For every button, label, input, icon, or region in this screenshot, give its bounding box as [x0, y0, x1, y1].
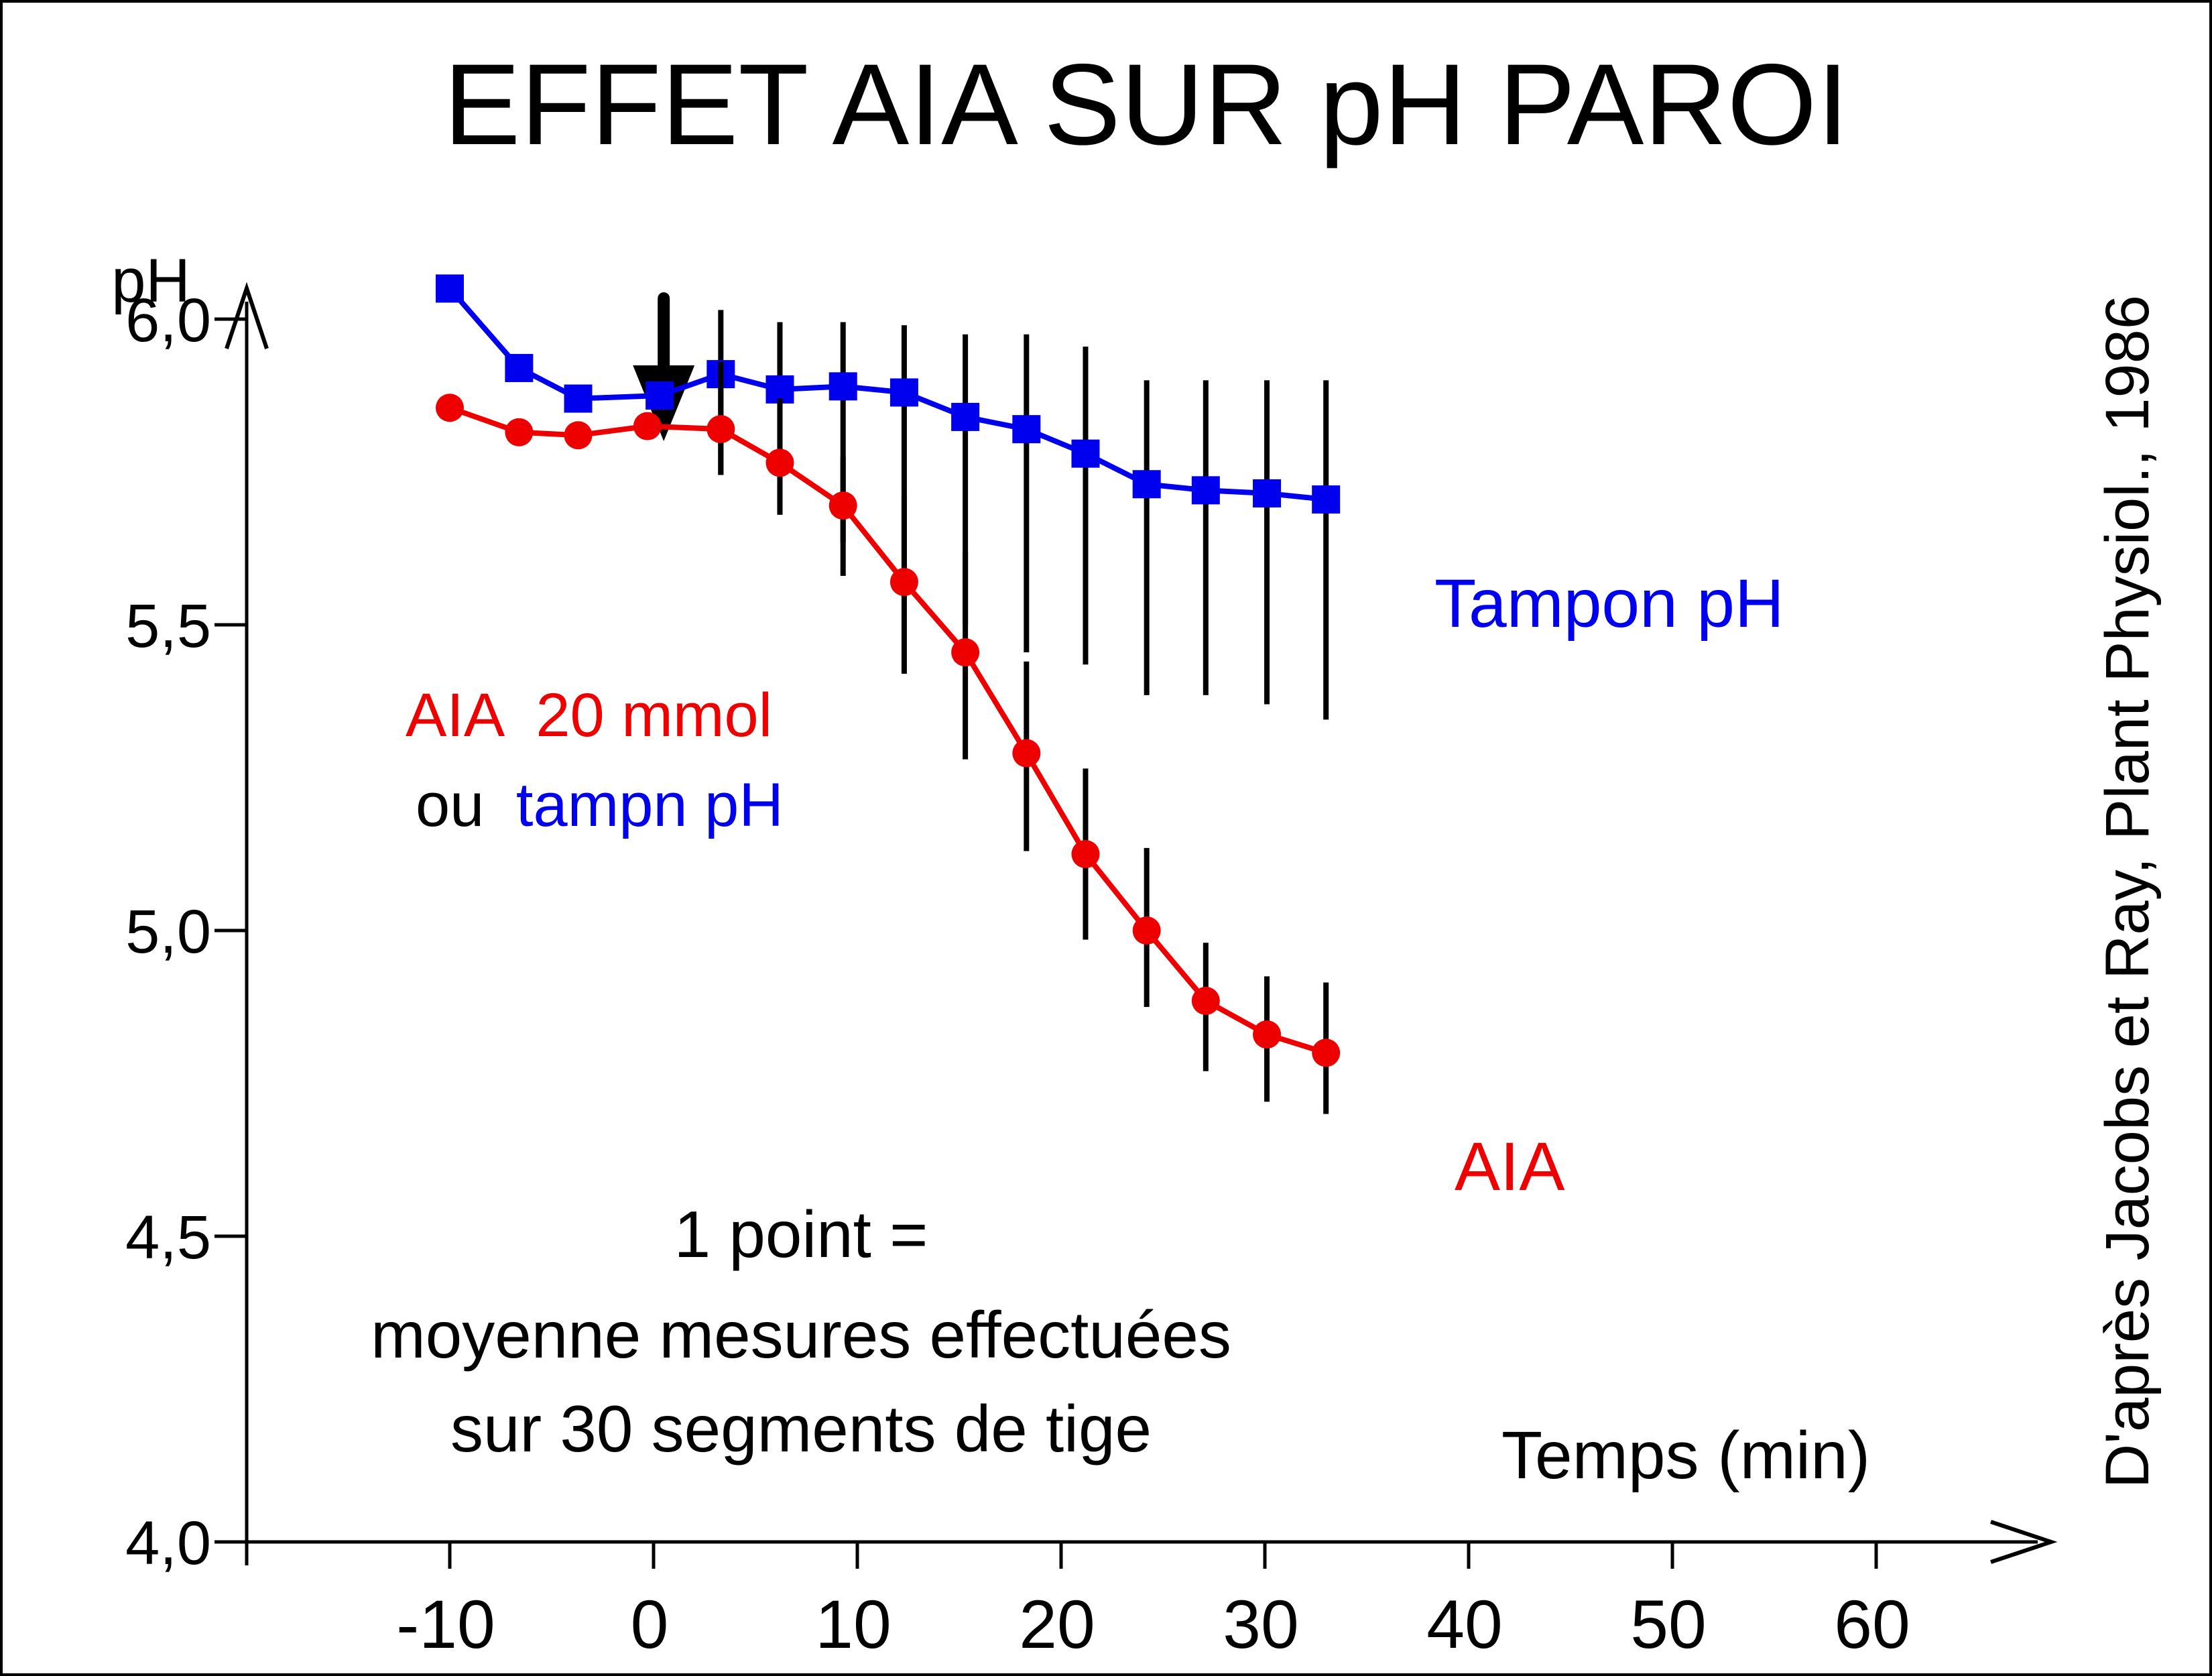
data-point — [765, 448, 794, 477]
series-aia — [436, 361, 1341, 1114]
series-label-tampon-ph: Tampon pH — [1434, 565, 1784, 642]
data-point — [1312, 485, 1341, 514]
data-point — [564, 384, 593, 413]
y-tick-label: 4,5 — [125, 1203, 211, 1272]
data-point — [1132, 470, 1161, 499]
y-tick-label: 5,0 — [125, 898, 211, 966]
series-layer — [436, 274, 1341, 1114]
data-point — [951, 402, 980, 431]
axes: 4,0 4,5 5,0 5,5 6,0 -10 0 10 20 30 40 50 60 — [125, 282, 2058, 1663]
data-point — [1012, 415, 1041, 444]
data-point — [951, 638, 980, 667]
note-line-2: moyenne mesures effectuées — [371, 1298, 1231, 1372]
y-tick-label: 5,5 — [125, 592, 211, 660]
data-point — [889, 568, 918, 597]
annotation-aia-20-mmol: AIA 20 mmol — [406, 681, 772, 750]
data-point — [828, 372, 857, 401]
x-tick-label: 60 — [1834, 1586, 1910, 1663]
source-citation: D'après Jacobs et Ray, Plant Physiol., 1… — [2093, 295, 2162, 1488]
data-point — [889, 378, 918, 407]
x-tick-label: -10 — [396, 1586, 495, 1663]
series-label-aia: AIA — [1455, 1128, 1564, 1205]
x-axis-arrow — [1990, 1520, 2058, 1564]
note-line-1: 1 point = — [674, 1197, 928, 1271]
x-tick-label: 40 — [1426, 1586, 1502, 1663]
data-point — [1071, 439, 1100, 468]
data-point — [564, 421, 593, 450]
data-point — [1253, 479, 1282, 507]
x-tick-label: 10 — [815, 1586, 891, 1663]
data-point — [1071, 840, 1100, 868]
data-point — [1012, 739, 1041, 768]
annotation-ou: ou — [416, 771, 484, 839]
data-point — [436, 274, 464, 303]
series-tampon-ph — [436, 274, 1341, 720]
data-point — [633, 412, 662, 440]
data-point — [1191, 986, 1220, 1015]
annotation-ou-tampn-ph: ou tampn pH — [416, 771, 784, 839]
y-axis-label: pH — [111, 247, 190, 315]
data-point — [1312, 1038, 1341, 1067]
data-point — [828, 491, 857, 520]
data-point — [1191, 476, 1220, 505]
data-point — [646, 381, 674, 410]
note-line-3: sur 30 segments de tige — [450, 1392, 1152, 1465]
x-axis-label: Temps (min) — [1501, 1418, 1870, 1493]
data-point — [1132, 916, 1161, 945]
x-tick-label: 30 — [1223, 1586, 1298, 1663]
chart-title: EFFET AIA SUR pH PAROI — [444, 40, 1849, 169]
annotation-tampn-ph: tampn pH — [516, 771, 784, 839]
data-point — [436, 394, 464, 422]
y-tick-label: 4,0 — [125, 1509, 211, 1577]
data-point — [706, 415, 735, 444]
y-tick-label: 6,0 — [125, 286, 211, 355]
data-point — [1253, 1020, 1282, 1049]
x-tick-label: 50 — [1630, 1586, 1706, 1663]
x-tick-label: 20 — [1019, 1586, 1095, 1663]
data-point — [505, 418, 534, 446]
x-tick-label: 0 — [631, 1586, 669, 1663]
y-axis-arrow — [225, 282, 269, 349]
data-point — [505, 353, 534, 382]
